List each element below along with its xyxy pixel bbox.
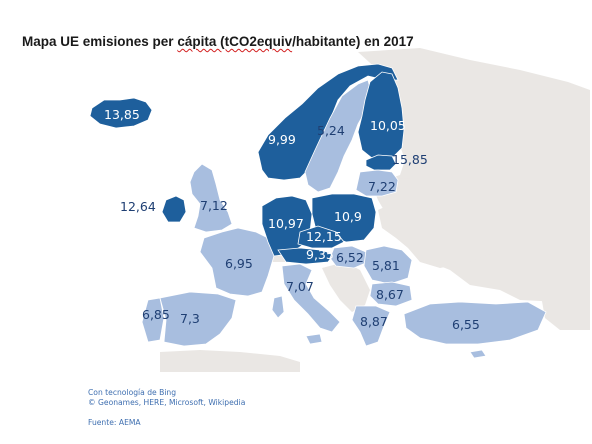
label-latvia: 7,22 xyxy=(368,179,396,194)
label-sweden: 5,24 xyxy=(317,123,345,138)
label-france: 6,95 xyxy=(225,256,253,271)
label-greece: 8,87 xyxy=(360,314,388,329)
label-poland: 10,9 xyxy=(334,209,362,224)
label-uk: 7,12 xyxy=(200,198,228,213)
label-finland: 10,05 xyxy=(370,118,406,133)
credit-sources: © Geonames, HERE, Microsoft, Wikipedia xyxy=(88,398,246,407)
estonia-region[interactable] xyxy=(365,154,397,171)
page-title: Mapa UE emisiones per cápita (tCO2equiv/… xyxy=(22,34,414,49)
credit-bing: Con tecnología de Bing xyxy=(88,388,177,397)
label-spain: 7,3 xyxy=(180,311,200,326)
label-norway: 9,99 xyxy=(268,132,296,147)
iceland-region[interactable] xyxy=(89,97,153,129)
label-italy: 7,07 xyxy=(286,279,314,294)
label-iceland: 13,85 xyxy=(104,107,140,122)
label-czechia: 12,15 xyxy=(306,229,342,244)
romania-region[interactable] xyxy=(363,245,413,285)
label-austria: 9,35 xyxy=(306,247,334,262)
label-hungary: 6,52 xyxy=(336,250,364,265)
czechia-region[interactable] xyxy=(297,225,345,249)
finland-region[interactable] xyxy=(357,71,405,161)
cyprus-region[interactable] xyxy=(469,349,487,359)
latvia-region[interactable] xyxy=(355,169,399,197)
label-turkey: 6,55 xyxy=(452,317,480,332)
greece-region[interactable] xyxy=(351,305,391,347)
label-ireland: 12,64 xyxy=(120,199,156,214)
bulgaria-region[interactable] xyxy=(369,281,413,307)
sardinia-region[interactable] xyxy=(271,295,285,319)
non-eu-land-balkans xyxy=(322,262,370,312)
label-bulgaria: 8,67 xyxy=(376,287,404,302)
non-eu-land-africa xyxy=(160,350,300,372)
sicily-region[interactable] xyxy=(305,333,323,345)
hungary-region[interactable] xyxy=(329,245,369,269)
non-eu-land-caucasus xyxy=(540,285,590,330)
label-portugal: 6,85 xyxy=(142,307,170,322)
source-note: Fuente: AEMA xyxy=(88,418,141,427)
turkey-region[interactable] xyxy=(403,301,547,345)
label-germany: 10,97 xyxy=(268,216,304,231)
label-estonia: 15,85 xyxy=(392,152,428,167)
spain-region[interactable] xyxy=(159,291,237,347)
non-eu-land-ukraine xyxy=(378,200,505,268)
italy-region[interactable] xyxy=(281,263,341,333)
uk-region[interactable] xyxy=(189,163,233,233)
label-romania: 5,81 xyxy=(372,258,400,273)
ireland-region[interactable] xyxy=(161,195,187,223)
france-region[interactable] xyxy=(199,227,275,297)
